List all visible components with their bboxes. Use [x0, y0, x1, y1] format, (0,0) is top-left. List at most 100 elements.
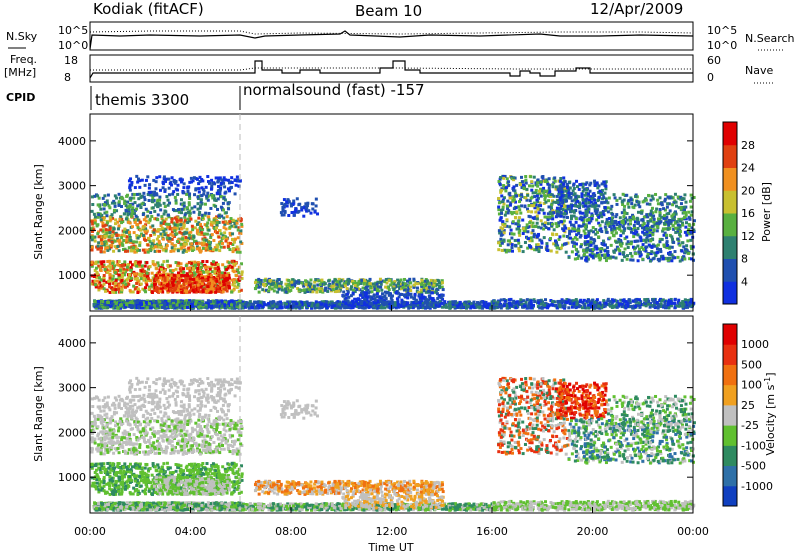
power-return [171, 268, 175, 272]
power-return [458, 301, 462, 305]
power-return [503, 248, 507, 252]
power-return [159, 285, 163, 289]
power-return [197, 216, 201, 220]
power-return [529, 224, 533, 228]
power-return [155, 249, 159, 253]
power-return [259, 279, 263, 283]
power-return [543, 303, 547, 307]
power-return [124, 200, 128, 204]
power-return [220, 301, 224, 305]
power-return [203, 275, 207, 279]
power-return [128, 203, 132, 207]
power-return [197, 305, 201, 309]
power-return [237, 271, 241, 275]
power-return [575, 302, 579, 306]
power-return [166, 305, 170, 309]
power-return [95, 279, 99, 283]
power-return [153, 279, 157, 283]
power-return [108, 282, 112, 286]
power-return [142, 218, 146, 222]
power-return [188, 192, 192, 196]
power-return [103, 243, 107, 247]
power-return [159, 232, 163, 236]
power-return [175, 275, 179, 279]
power-return [514, 300, 518, 304]
power-return [238, 302, 242, 306]
power-return [209, 246, 213, 250]
power-return [148, 240, 152, 244]
power-return [172, 273, 176, 277]
power-return [335, 303, 339, 307]
power-return [237, 217, 241, 221]
power-return [560, 298, 564, 302]
power-return [161, 186, 165, 190]
power-return [220, 214, 224, 218]
power-return [591, 298, 595, 302]
power-return [165, 236, 169, 240]
power-return [99, 238, 103, 242]
power-return [292, 284, 296, 288]
power-return [235, 285, 239, 289]
power-return [161, 237, 165, 241]
power-return [211, 221, 215, 225]
power-return [105, 199, 109, 203]
power-return [160, 245, 164, 249]
power-return [97, 241, 101, 245]
power-return [231, 218, 235, 222]
power-return [112, 249, 116, 253]
power-return [550, 214, 554, 218]
power-return [134, 272, 138, 276]
power-return [183, 279, 187, 283]
power-return [228, 248, 232, 252]
power-return [153, 249, 157, 253]
power-return [152, 178, 156, 182]
power-return [185, 272, 189, 276]
power-return [469, 304, 473, 308]
power-return [195, 247, 199, 251]
power-return [552, 181, 556, 185]
power-return [469, 306, 473, 310]
power-return [539, 302, 543, 306]
power-return [193, 260, 197, 264]
power-return [214, 248, 218, 252]
cpid-segment-1: themis 3300 [95, 91, 189, 109]
power-return [520, 302, 524, 306]
power-return [234, 183, 238, 187]
power-return [347, 281, 351, 285]
power-return [209, 236, 213, 240]
power-return [108, 226, 112, 230]
power-return [144, 305, 148, 309]
power-return [317, 279, 321, 283]
power-return [166, 301, 170, 305]
power-return [397, 303, 401, 307]
power-return [240, 270, 244, 274]
power-return [128, 230, 132, 234]
power-return [385, 304, 389, 308]
power-return [320, 306, 324, 310]
power-return [199, 304, 203, 308]
power-return [125, 193, 129, 197]
power-return [527, 304, 531, 308]
power-return [530, 306, 534, 310]
power-return [178, 267, 182, 271]
power-return [123, 303, 127, 307]
power-return [236, 228, 240, 232]
power-return [183, 215, 187, 219]
power-return [157, 281, 161, 285]
power-return [344, 280, 348, 284]
power-return [299, 288, 303, 292]
power-return [216, 263, 220, 267]
power-return [110, 279, 114, 283]
power-return [288, 302, 292, 306]
power-return [392, 282, 396, 286]
power-return [153, 190, 157, 194]
power-return [187, 219, 191, 223]
power-return [167, 177, 171, 181]
power-return [103, 236, 107, 240]
power-return [538, 245, 542, 249]
power-return [217, 214, 221, 218]
power-return [196, 202, 200, 206]
power-return [192, 271, 196, 275]
power-return [191, 277, 195, 281]
power-return [331, 286, 335, 290]
